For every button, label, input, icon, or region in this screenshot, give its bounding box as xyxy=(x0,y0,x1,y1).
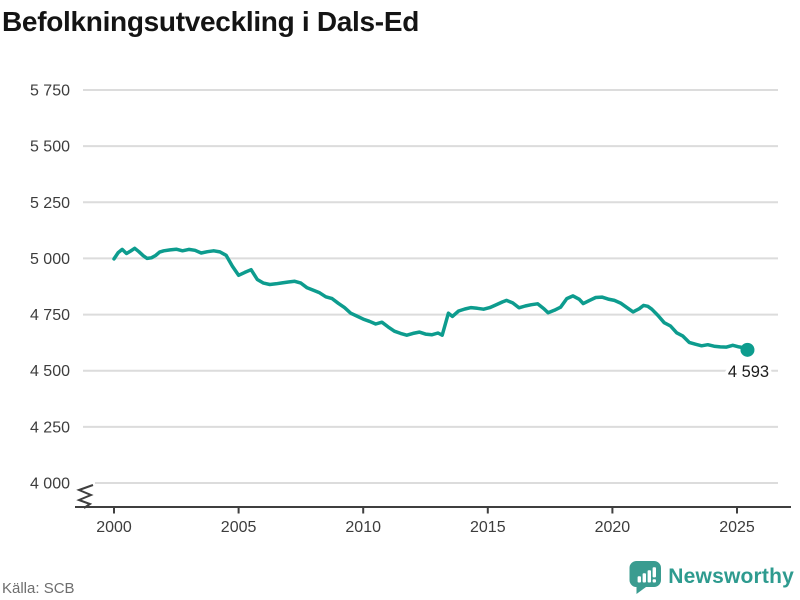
exclamation-dot xyxy=(652,579,657,583)
source-note: Källa: SCB xyxy=(2,580,75,597)
x-tick-label: 2000 xyxy=(96,519,132,536)
newsworthy-logo: Newsworthy xyxy=(629,560,794,594)
chart-title: Befolkningsutveckling i Dals-Ed xyxy=(2,6,420,37)
x-tick-label: 2010 xyxy=(345,519,381,536)
last-value-dot xyxy=(740,342,755,357)
last-value-label: 4 593 xyxy=(728,363,769,381)
x-tick-label: 2025 xyxy=(719,519,755,536)
y-tick-label: 5 250 xyxy=(30,195,70,212)
x-tick-label: 2015 xyxy=(470,519,506,536)
newsworthy-wordmark: Newsworthy xyxy=(668,565,794,588)
x-tick-label: 2005 xyxy=(221,519,257,536)
population-series-line xyxy=(112,246,750,352)
exclamation-bar xyxy=(652,567,657,578)
y-tick-label: 4 500 xyxy=(30,363,70,380)
bar-short xyxy=(637,576,642,583)
x-tick-label: 2020 xyxy=(595,519,631,536)
y-tick-label: 4 750 xyxy=(30,307,70,324)
axis-break-icon xyxy=(76,484,94,509)
bar-medium xyxy=(642,573,647,583)
y-tick-label: 4 000 xyxy=(30,476,70,493)
newsworthy-bubble-bars-icon xyxy=(629,561,662,594)
y-tick-label: 5 500 xyxy=(30,139,70,156)
y-tick-label: 5 750 xyxy=(30,83,70,100)
y-tick-label: 5 000 xyxy=(30,251,70,268)
y-tick-label: 4 250 xyxy=(30,419,70,436)
bar-tall xyxy=(647,570,652,583)
